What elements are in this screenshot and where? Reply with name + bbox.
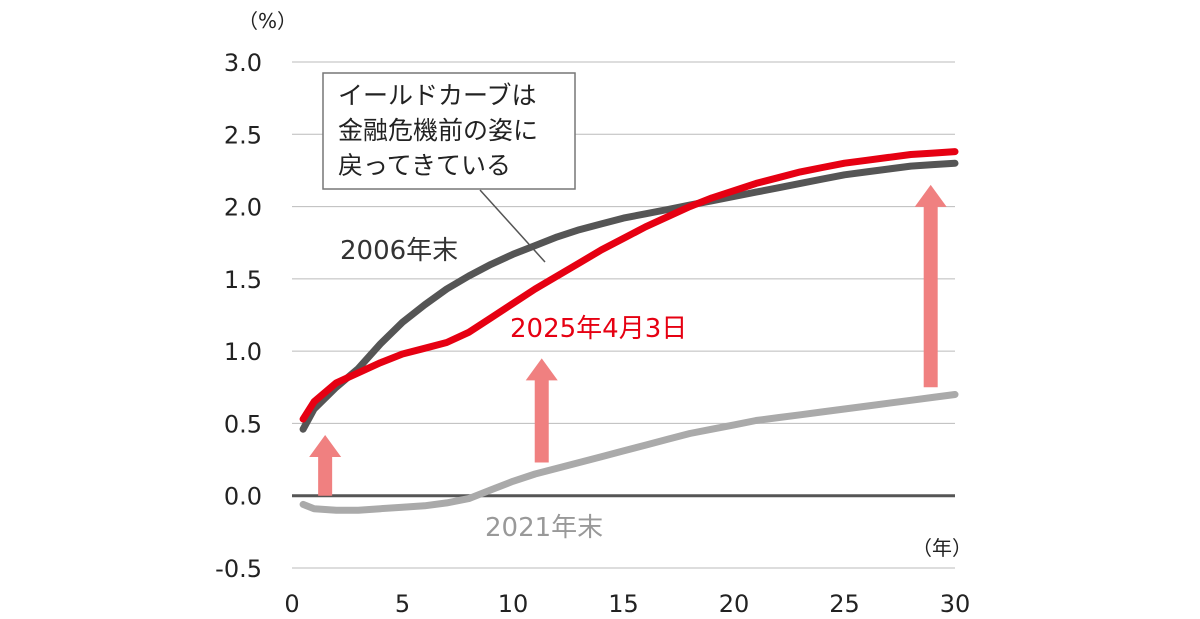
callout-line-2: 金融危機前の姿に <box>338 116 538 145</box>
x-tick-label: 20 <box>719 590 750 618</box>
callout: イールドカーブは 金融危機前の姿に 戻ってきている <box>322 72 576 263</box>
series-line-2025 <box>299 148 959 423</box>
callout-line-1: イールドカーブは <box>338 81 537 110</box>
x-tick-label: 0 <box>284 590 299 618</box>
x-tick-label: 25 <box>829 590 860 618</box>
y-tick-label: 2.0 <box>224 194 262 222</box>
x-tick-label: 15 <box>608 590 639 618</box>
series-lines <box>299 148 959 514</box>
axis-tick-labels: -0.5 0.0 0.5 1.0 1.5 2.0 2.5 3.0 0 5 10 15 20 25 30 <box>215 49 970 618</box>
y-tick-label: 2.5 <box>224 121 262 149</box>
series-label-2006: 2006年末 <box>340 236 458 266</box>
series-label-2021: 2021年末 <box>485 513 603 543</box>
x-tick-label: 10 <box>498 590 529 618</box>
x-tick-label: 5 <box>395 590 410 618</box>
y-axis-unit: （%） <box>238 9 297 33</box>
x-tick-label: 30 <box>940 590 971 618</box>
up-arrow-3 <box>914 184 947 388</box>
y-tick-label: 3.0 <box>224 49 262 77</box>
series-line-2021 <box>299 391 959 514</box>
change-arrows <box>309 184 947 496</box>
series-line-2006 <box>299 159 959 433</box>
y-tick-label: 1.0 <box>224 338 262 366</box>
up-arrow-2 <box>525 358 558 463</box>
series-label-2025: 2025年4月3日 <box>510 314 687 344</box>
x-axis-unit: （年） <box>912 536 972 560</box>
callout-box <box>322 72 576 190</box>
up-arrow-1 <box>309 434 342 496</box>
y-tick-label: 0.0 <box>224 483 262 511</box>
callout-line-3: 戻ってきている <box>338 151 511 180</box>
y-tick-label: 1.5 <box>224 266 262 294</box>
y-tick-label: -0.5 <box>215 555 262 583</box>
callout-leader-line <box>479 189 546 263</box>
y-tick-label: 0.5 <box>224 410 262 438</box>
